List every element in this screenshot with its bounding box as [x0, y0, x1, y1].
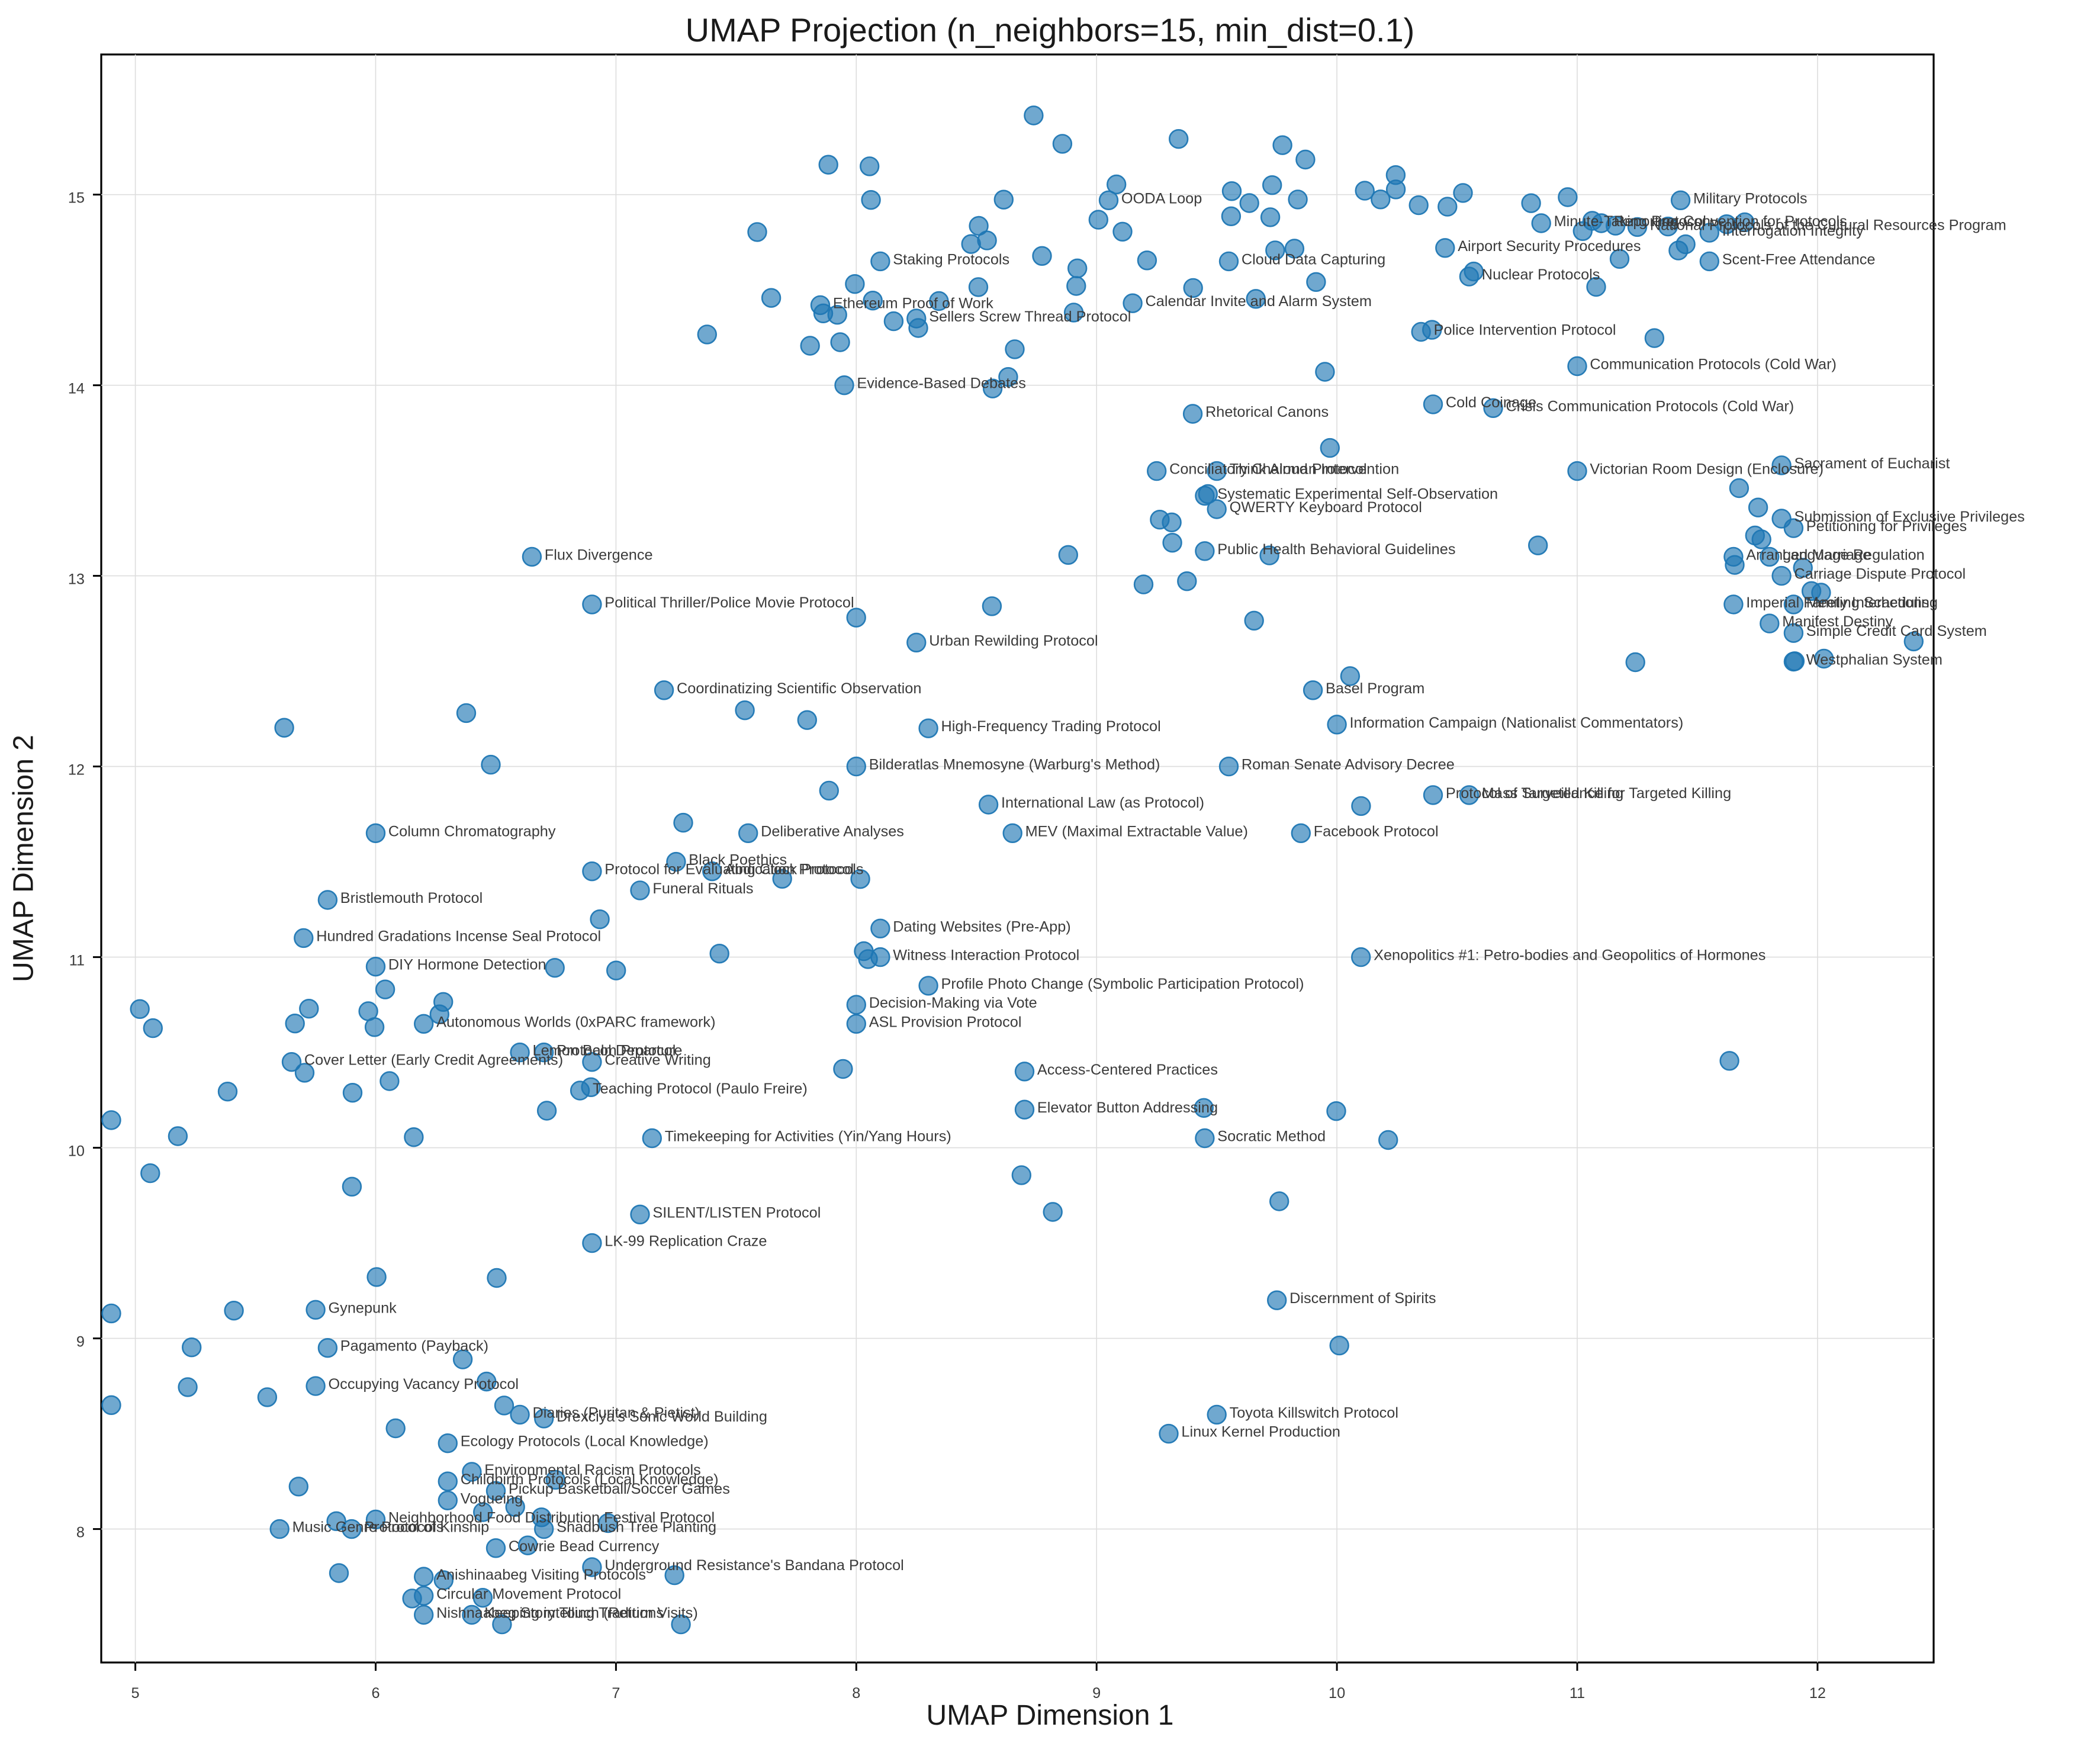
svg-text:Drexciya's Sonic World Buildin: Drexciya's Sonic World Building	[557, 1409, 767, 1425]
svg-text:MEV (Maximal Extractable Value: MEV (Maximal Extractable Value)	[1025, 823, 1248, 840]
svg-text:9: 9	[76, 1334, 85, 1350]
svg-text:Coordinatizing Scientific Obse: Coordinatizing Scientific Observation	[677, 680, 921, 697]
svg-text:ASL Provision Protocol: ASL Provision Protocol	[869, 1014, 1022, 1030]
svg-text:Profile Photo Change (Symbolic: Profile Photo Change (Symbolic Participa…	[941, 976, 1304, 992]
svg-text:Timekeeping for Activities (Yi: Timekeeping for Activities (Yin/Yang Hou…	[665, 1128, 951, 1145]
svg-text:Think Aloud Protocol: Think Aloud Protocol	[1230, 461, 1367, 478]
svg-text:Rhetorical Canons: Rhetorical Canons	[1205, 404, 1329, 420]
svg-text:Evidence-Based Debates: Evidence-Based Debates	[857, 375, 1025, 392]
svg-text:Teaching Protocol (Paulo Freir: Teaching Protocol (Paulo Freire)	[593, 1081, 808, 1097]
svg-text:Protocol of Targeted Killing: Protocol of Targeted Killing	[1446, 785, 1623, 802]
svg-text:Decision-Making via Vote: Decision-Making via Vote	[869, 995, 1037, 1011]
svg-text:Sacrament of Eucharist: Sacrament of Eucharist	[1795, 455, 1950, 472]
svg-text:Pagamento (Payback): Pagamento (Payback)	[340, 1338, 488, 1355]
svg-text:Keeping in Touch (Return Visit: Keeping in Touch (Return Visits)	[484, 1605, 697, 1622]
svg-text:Childbirth Protocols (Local Kn: Childbirth Protocols (Local Knowledge)	[461, 1471, 719, 1488]
svg-text:Deliberative Analyses: Deliberative Analyses	[761, 823, 904, 840]
svg-text:Language Regulation: Language Regulation	[1782, 546, 1925, 563]
svg-text:Cold Coinage: Cold Coinage	[1446, 394, 1536, 411]
svg-text:DIY Hormone Detection: DIY Hormone Detection	[388, 957, 546, 973]
svg-text:Simple Credit Card System: Simple Credit Card System	[1806, 623, 1987, 639]
svg-text:Cloud Data Capturing: Cloud Data Capturing	[1242, 251, 1385, 268]
svg-text:Vogueing: Vogueing	[461, 1490, 523, 1507]
svg-text:Dating Websites (Pre-App): Dating Websites (Pre-App)	[893, 918, 1070, 935]
svg-text:Ecology Protocols (Local Knowl: Ecology Protocols (Local Knowledge)	[461, 1433, 709, 1450]
svg-text:14: 14	[68, 381, 85, 397]
svg-text:Information Campaign (National: Information Campaign (Nationalist Commen…	[1350, 715, 1684, 731]
svg-text:Xenopolitics #1: Petro-bodies: Xenopolitics #1: Petro-bodies and Geopol…	[1374, 947, 1765, 964]
svg-text:Cover Letter (Early Credit Agr: Cover Letter (Early Credit Agreements)	[304, 1052, 563, 1069]
svg-text:High-Frequency Trading Protoco: High-Frequency Trading Protocol	[941, 718, 1161, 735]
svg-text:LK-99 Replication Craze: LK-99 Replication Craze	[604, 1233, 767, 1250]
svg-text:10: 10	[68, 1143, 85, 1160]
svg-text:International Law (as Protocol: International Law (as Protocol)	[1001, 795, 1204, 811]
svg-text:Basel Program: Basel Program	[1326, 680, 1424, 697]
svg-text:Meeting Scheduling: Meeting Scheduling	[1806, 594, 1938, 611]
svg-text:Column Chromatography: Column Chromatography	[388, 823, 556, 840]
svg-text:Victorian Room Design (Enclosu: Victorian Room Design (Enclosure)	[1590, 461, 1824, 478]
svg-text:Calendar Invite and Alarm Syst: Calendar Invite and Alarm System	[1146, 293, 1372, 310]
svg-text:Gynepunk: Gynepunk	[329, 1300, 397, 1316]
svg-text:Staking Protocols: Staking Protocols	[893, 251, 1009, 268]
svg-text:Westphalian System: Westphalian System	[1806, 652, 1943, 668]
svg-text:Creative Writing: Creative Writing	[604, 1052, 710, 1069]
svg-text:Protocol of Kinship: Protocol of Kinship	[364, 1519, 489, 1536]
svg-text:Facebook Protocol: Facebook Protocol	[1314, 823, 1439, 840]
svg-text:Occupying Vacancy Protocol: Occupying Vacancy Protocol	[329, 1376, 519, 1393]
svg-text:Urban Rewilding Protocol: Urban Rewilding Protocol	[929, 632, 1098, 649]
svg-text:Flux Divergence: Flux Divergence	[545, 546, 653, 563]
svg-text:11: 11	[69, 953, 85, 969]
svg-text:Protocol for Evaluating Clock: Protocol for Evaluating Clock Protocols	[604, 861, 863, 878]
svg-text:12: 12	[68, 762, 85, 779]
svg-text:Petitioning for Privileges: Petitioning for Privileges	[1806, 518, 1967, 535]
svg-text:Funeral Rituals: Funeral Rituals	[652, 880, 753, 897]
svg-text:Autonomous Worlds (0xPARC fram: Autonomous Worlds (0xPARC framework)	[436, 1014, 715, 1030]
svg-text:Sellers Screw Thread Protocol: Sellers Screw Thread Protocol	[929, 308, 1131, 325]
svg-text:Carriage Dispute Protocol: Carriage Dispute Protocol	[1795, 566, 1966, 583]
svg-text:15: 15	[68, 190, 85, 207]
svg-text:Hundred Gradations Incense Sea: Hundred Gradations Incense Seal Protocol	[316, 928, 601, 944]
svg-text:Bilderatlas Mnemosyne (Warburg: Bilderatlas Mnemosyne (Warburg's Method)	[869, 757, 1160, 773]
svg-text:13: 13	[68, 571, 85, 588]
svg-text:Crisis Communication Protocols: Crisis Communication Protocols (Cold War…	[1506, 398, 1794, 414]
svg-text:Military Protocols: Military Protocols	[1693, 190, 1808, 207]
svg-text:Toyota Killswitch Protocol: Toyota Killswitch Protocol	[1230, 1404, 1398, 1421]
svg-text:Roman Senate Advisory Decree: Roman Senate Advisory Decree	[1242, 757, 1455, 773]
svg-text:Political Thriller/Police Movi: Political Thriller/Police Movie Protocol	[604, 594, 854, 611]
svg-text:Communication Protocols (Cold: Communication Protocols (Cold War)	[1590, 356, 1837, 373]
svg-text:Witness Interaction Protocol: Witness Interaction Protocol	[893, 947, 1079, 964]
svg-text:Circular Movement Protocol: Circular Movement Protocol	[436, 1586, 621, 1602]
svg-text:Nuclear Protocols: Nuclear Protocols	[1482, 266, 1600, 283]
svg-text:Cowrie Bead Currency: Cowrie Bead Currency	[509, 1538, 660, 1555]
svg-text:8: 8	[76, 1525, 85, 1541]
svg-text:Shadbush Tree Planting: Shadbush Tree Planting	[557, 1519, 716, 1536]
svg-text:Airport Security Procedures: Airport Security Procedures	[1458, 238, 1641, 255]
svg-text:QWERTY Keyboard Protocol: QWERTY Keyboard Protocol	[1230, 499, 1422, 516]
svg-text:Bristlemouth Protocol: Bristlemouth Protocol	[340, 890, 483, 906]
svg-text:OODA Loop: OODA Loop	[1121, 190, 1202, 207]
svg-text:Access-Centered Practices: Access-Centered Practices	[1037, 1062, 1218, 1078]
svg-text:Public Health Behavioral Guide: Public Health Behavioral Guidelines	[1217, 541, 1455, 558]
svg-text:Socratic Method: Socratic Method	[1217, 1128, 1326, 1145]
svg-text:Discernment of Spirits: Discernment of Spirits	[1289, 1290, 1436, 1307]
svg-text:Underground Resistance's Banda: Underground Resistance's Bandana Protoco…	[604, 1557, 903, 1574]
svg-text:Police Intervention Protocol: Police Intervention Protocol	[1434, 322, 1616, 339]
svg-text:Elevator Button Addressing: Elevator Button Addressing	[1037, 1099, 1218, 1116]
svg-text:Scent-Free Attendance: Scent-Free Attendance	[1722, 251, 1876, 268]
svg-text:SILENT/LISTEN Protocol: SILENT/LISTEN Protocol	[652, 1204, 821, 1221]
svg-text:Linux Kernel Production: Linux Kernel Production	[1181, 1424, 1340, 1440]
svg-text:Interrogation Integrity: Interrogation Integrity	[1722, 223, 1864, 239]
